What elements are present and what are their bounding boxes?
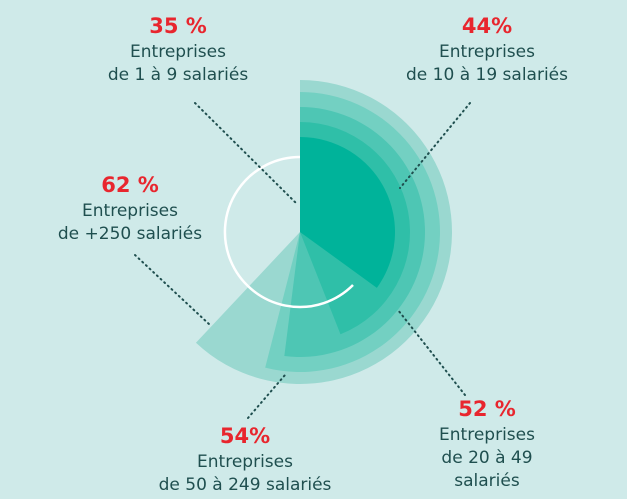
labels: 35 % Entreprises de 1 à 9 salariés 44% Entre… — [58, 14, 568, 495]
category-label: Entreprises — [197, 452, 293, 472]
category-label: de 50 à 249 salariés — [159, 475, 332, 495]
category-label: de 20 à 49 — [441, 448, 532, 468]
value-label: 52 % — [458, 397, 516, 421]
leader-line — [134, 254, 211, 326]
sectors — [195, 80, 452, 384]
value-label: 62 % — [101, 173, 159, 197]
sector — [300, 137, 396, 288]
value-label: 54% — [220, 424, 270, 448]
category-label: Entreprises — [82, 201, 178, 221]
value-label: 44% — [462, 14, 512, 38]
leader-line — [247, 374, 286, 419]
category-label: Entreprises — [439, 42, 535, 62]
category-label: de 10 à 19 salariés — [406, 65, 568, 85]
category-label: Entreprises — [130, 42, 226, 62]
leader-line — [397, 309, 466, 396]
value-label: 35 % — [149, 14, 207, 38]
ring-arc — [223, 155, 354, 309]
category-label: salariés — [454, 471, 520, 491]
category-label: Entreprises — [439, 425, 535, 445]
leader-line — [399, 102, 471, 189]
leader-line — [194, 102, 299, 206]
category-label: de 1 à 9 salariés — [108, 65, 249, 85]
category-label: de +250 salariés — [58, 224, 202, 244]
